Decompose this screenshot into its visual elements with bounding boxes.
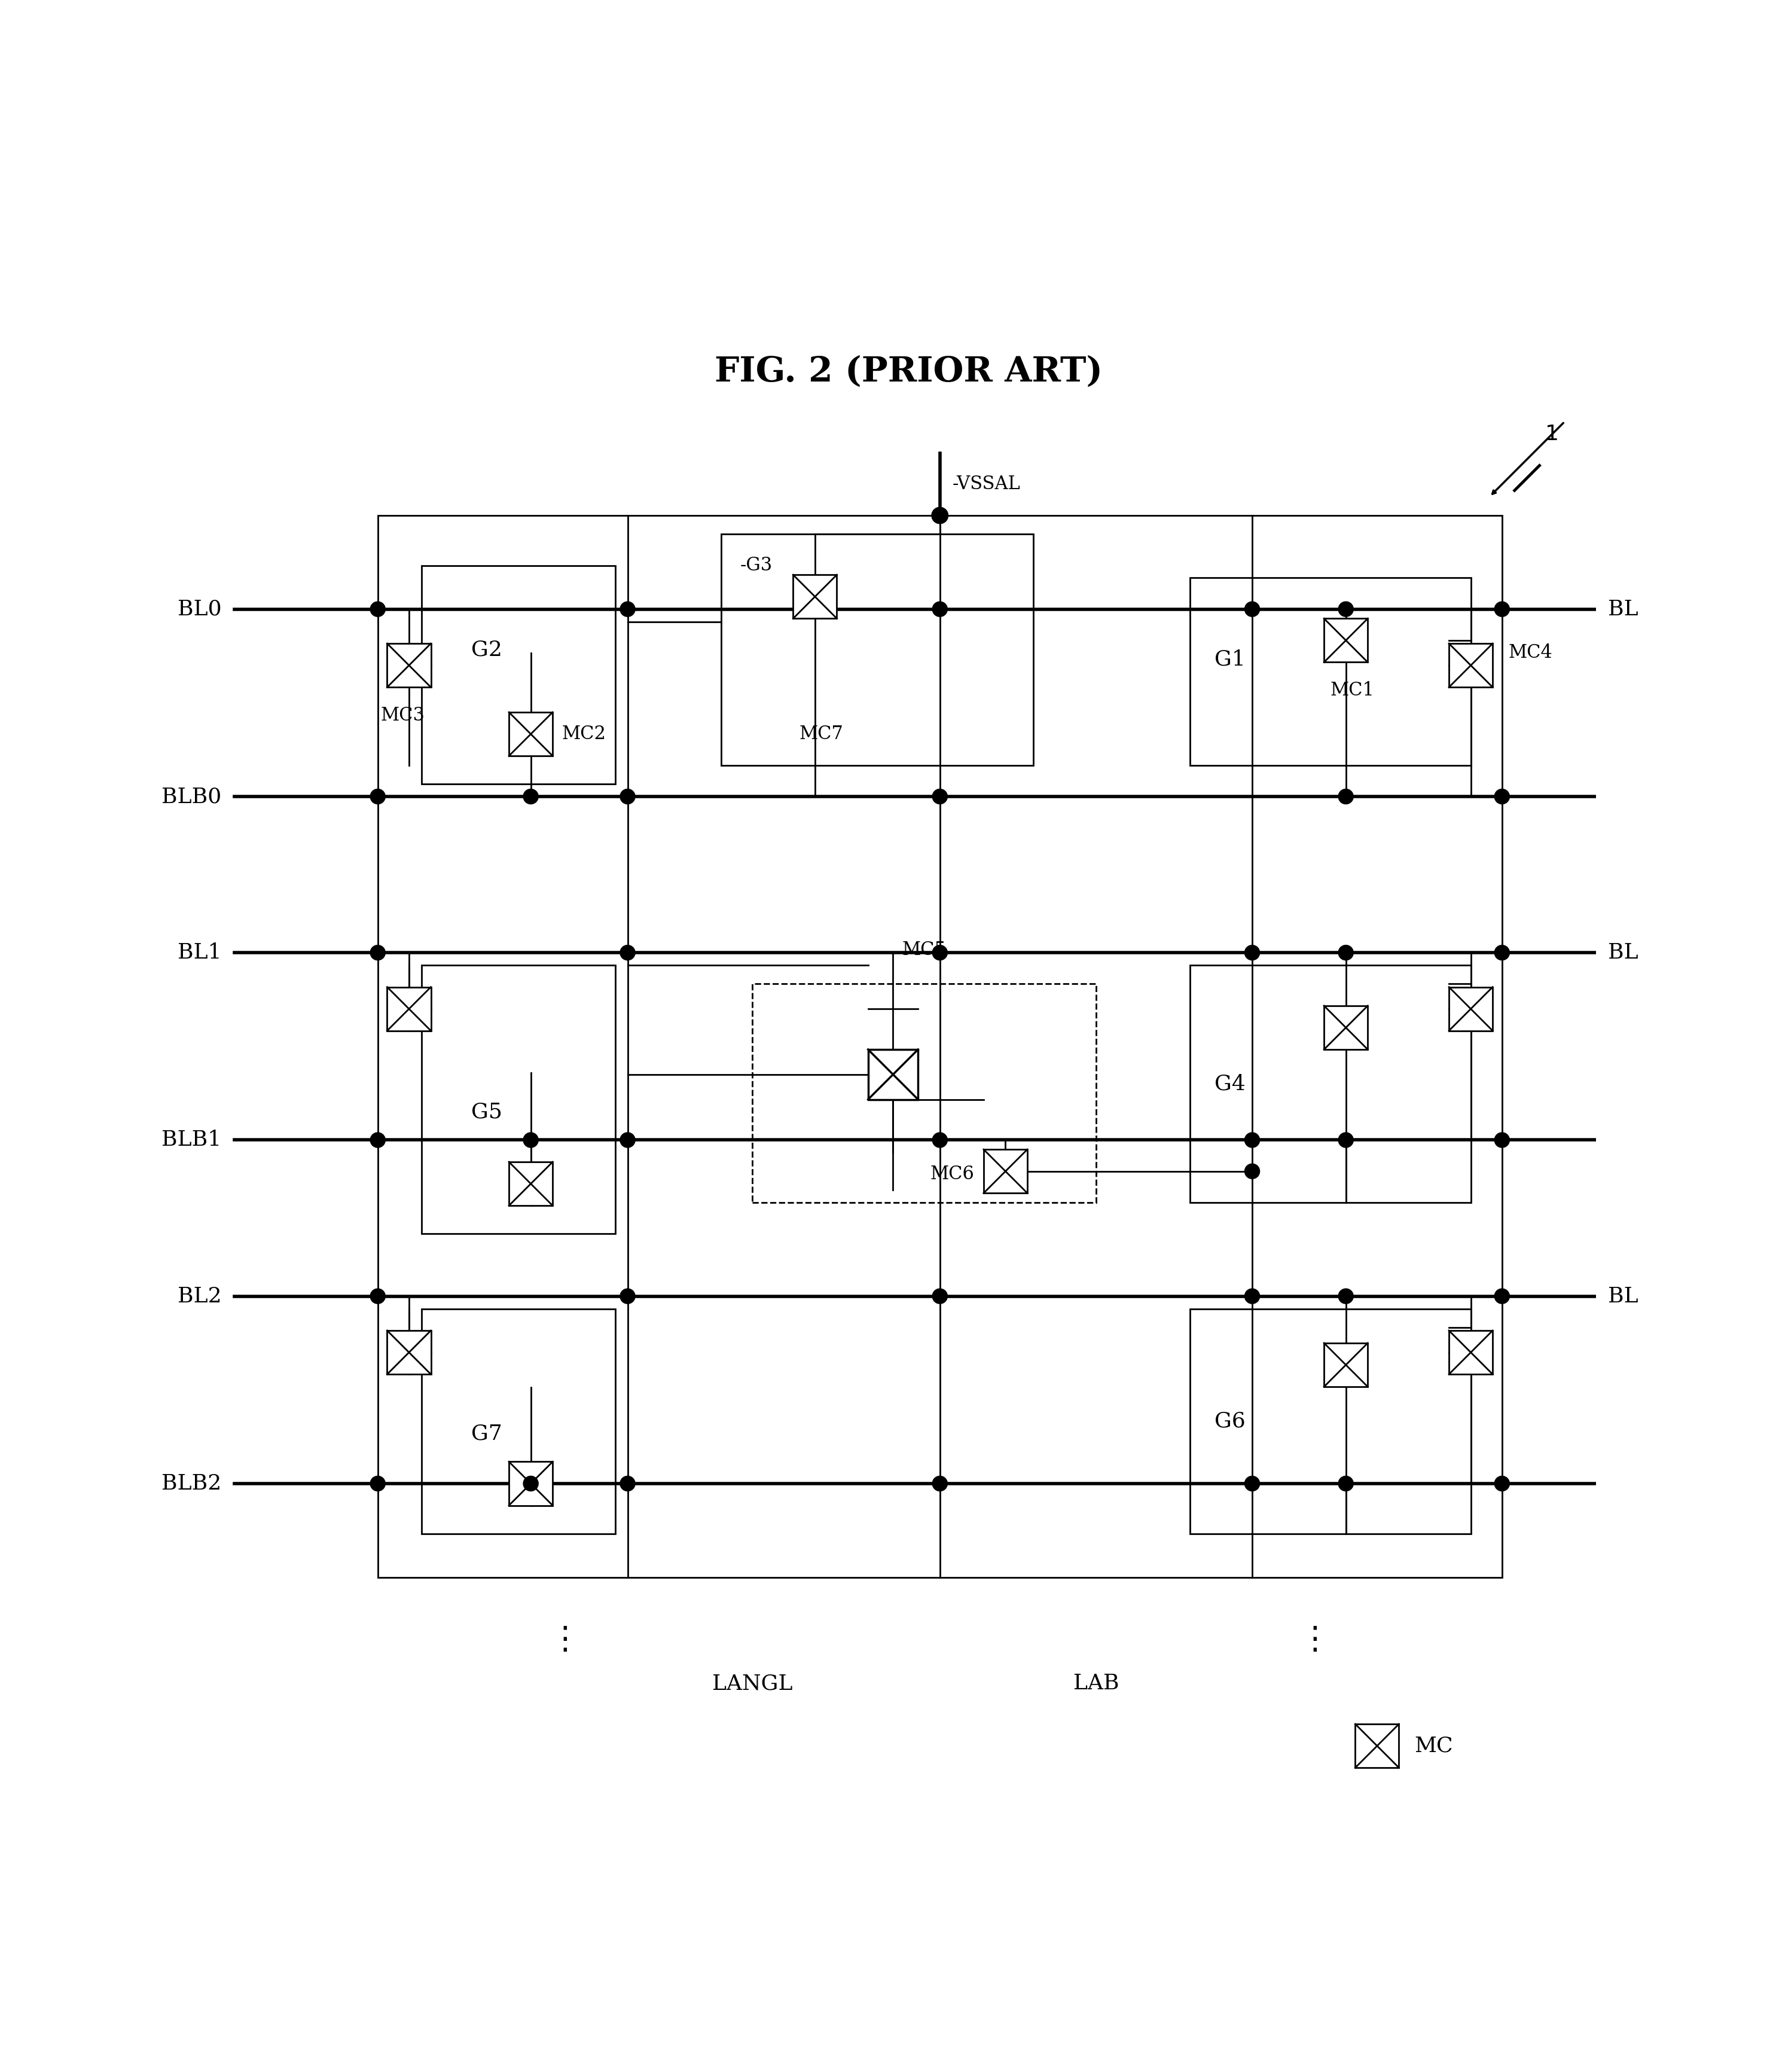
Circle shape <box>1495 1133 1509 1148</box>
Circle shape <box>1495 1289 1509 1303</box>
Text: G1: G1 <box>1215 649 1246 669</box>
Bar <box>422 1310 615 1533</box>
Bar <box>869 1051 918 1100</box>
Circle shape <box>933 601 947 617</box>
Circle shape <box>1245 945 1259 959</box>
Text: FIG. 2 (PRIOR ART): FIG. 2 (PRIOR ART) <box>715 354 1103 390</box>
Circle shape <box>1245 601 1259 617</box>
Circle shape <box>523 1133 539 1148</box>
Circle shape <box>1339 945 1353 959</box>
Bar <box>422 966 615 1233</box>
Circle shape <box>933 508 949 524</box>
Text: BL2: BL2 <box>177 1287 222 1305</box>
Circle shape <box>1339 601 1353 617</box>
Circle shape <box>371 1289 385 1303</box>
Bar <box>1190 578 1472 765</box>
Bar <box>1449 644 1493 688</box>
Bar <box>1324 1343 1367 1386</box>
Circle shape <box>1245 1289 1259 1303</box>
Text: MC5: MC5 <box>902 941 947 959</box>
Bar <box>1190 1310 1472 1533</box>
Bar <box>1190 966 1472 1202</box>
Circle shape <box>1495 601 1509 617</box>
Text: MC4: MC4 <box>1509 644 1553 663</box>
Bar <box>793 574 837 620</box>
Circle shape <box>933 1475 947 1492</box>
Text: MC2: MC2 <box>562 725 606 744</box>
Circle shape <box>933 945 947 959</box>
Text: BL: BL <box>1608 1287 1638 1305</box>
Bar <box>509 1162 553 1206</box>
Circle shape <box>621 1133 635 1148</box>
Bar <box>1324 620 1367 663</box>
Bar <box>1324 1005 1367 1051</box>
Text: BLB2: BLB2 <box>161 1473 222 1494</box>
Circle shape <box>1339 1475 1353 1492</box>
Bar <box>378 516 1502 1577</box>
Text: BL: BL <box>1608 943 1638 963</box>
Bar <box>1449 1330 1493 1374</box>
Text: LANGL: LANGL <box>713 1674 793 1693</box>
Text: BL0: BL0 <box>177 599 222 620</box>
Text: MC7: MC7 <box>800 725 844 744</box>
Bar <box>422 566 615 783</box>
Circle shape <box>1495 945 1509 959</box>
Circle shape <box>1339 1133 1353 1148</box>
Circle shape <box>621 789 635 804</box>
Circle shape <box>1245 1164 1259 1179</box>
Circle shape <box>1495 789 1509 804</box>
Text: G6: G6 <box>1215 1411 1246 1432</box>
Text: MC6: MC6 <box>931 1164 973 1183</box>
Circle shape <box>1245 1475 1259 1492</box>
Text: BLB0: BLB0 <box>161 787 222 806</box>
Text: BL1: BL1 <box>177 943 222 963</box>
Bar <box>984 1150 1027 1193</box>
Circle shape <box>371 601 385 617</box>
Circle shape <box>1245 1133 1259 1148</box>
Text: BLB1: BLB1 <box>161 1129 222 1150</box>
Circle shape <box>371 945 385 959</box>
Text: G4: G4 <box>1215 1073 1246 1094</box>
Bar <box>387 644 431 688</box>
Text: G5: G5 <box>472 1102 502 1123</box>
Text: ⋮: ⋮ <box>550 1624 582 1656</box>
Circle shape <box>621 601 635 617</box>
Text: MC: MC <box>1415 1736 1454 1757</box>
Circle shape <box>621 945 635 959</box>
Circle shape <box>523 1475 539 1492</box>
Circle shape <box>933 508 949 524</box>
Bar <box>509 713 553 756</box>
Bar <box>387 1330 431 1374</box>
Text: 1: 1 <box>1544 425 1558 443</box>
Text: G7: G7 <box>472 1423 502 1444</box>
Circle shape <box>1495 1475 1509 1492</box>
Circle shape <box>1339 1289 1353 1303</box>
Bar <box>1449 986 1493 1030</box>
Text: MC1: MC1 <box>1330 682 1374 700</box>
Circle shape <box>523 789 539 804</box>
Circle shape <box>621 1475 635 1492</box>
Bar <box>722 535 1034 765</box>
Bar <box>1355 1724 1399 1767</box>
Text: -G3: -G3 <box>739 555 773 574</box>
Bar <box>509 1461 553 1506</box>
Circle shape <box>371 1133 385 1148</box>
Text: -VSSAL: -VSSAL <box>952 474 1021 493</box>
Circle shape <box>933 789 947 804</box>
Text: MC3: MC3 <box>381 707 426 725</box>
Circle shape <box>621 1289 635 1303</box>
Circle shape <box>933 1289 947 1303</box>
Circle shape <box>1339 789 1353 804</box>
Bar <box>752 984 1096 1202</box>
Text: ⋮: ⋮ <box>1300 1624 1330 1656</box>
Circle shape <box>371 1475 385 1492</box>
Text: BL: BL <box>1608 599 1638 620</box>
Text: G2: G2 <box>472 640 502 659</box>
Text: LAB: LAB <box>1073 1674 1119 1693</box>
Circle shape <box>933 1133 947 1148</box>
Circle shape <box>371 789 385 804</box>
Bar <box>387 986 431 1030</box>
